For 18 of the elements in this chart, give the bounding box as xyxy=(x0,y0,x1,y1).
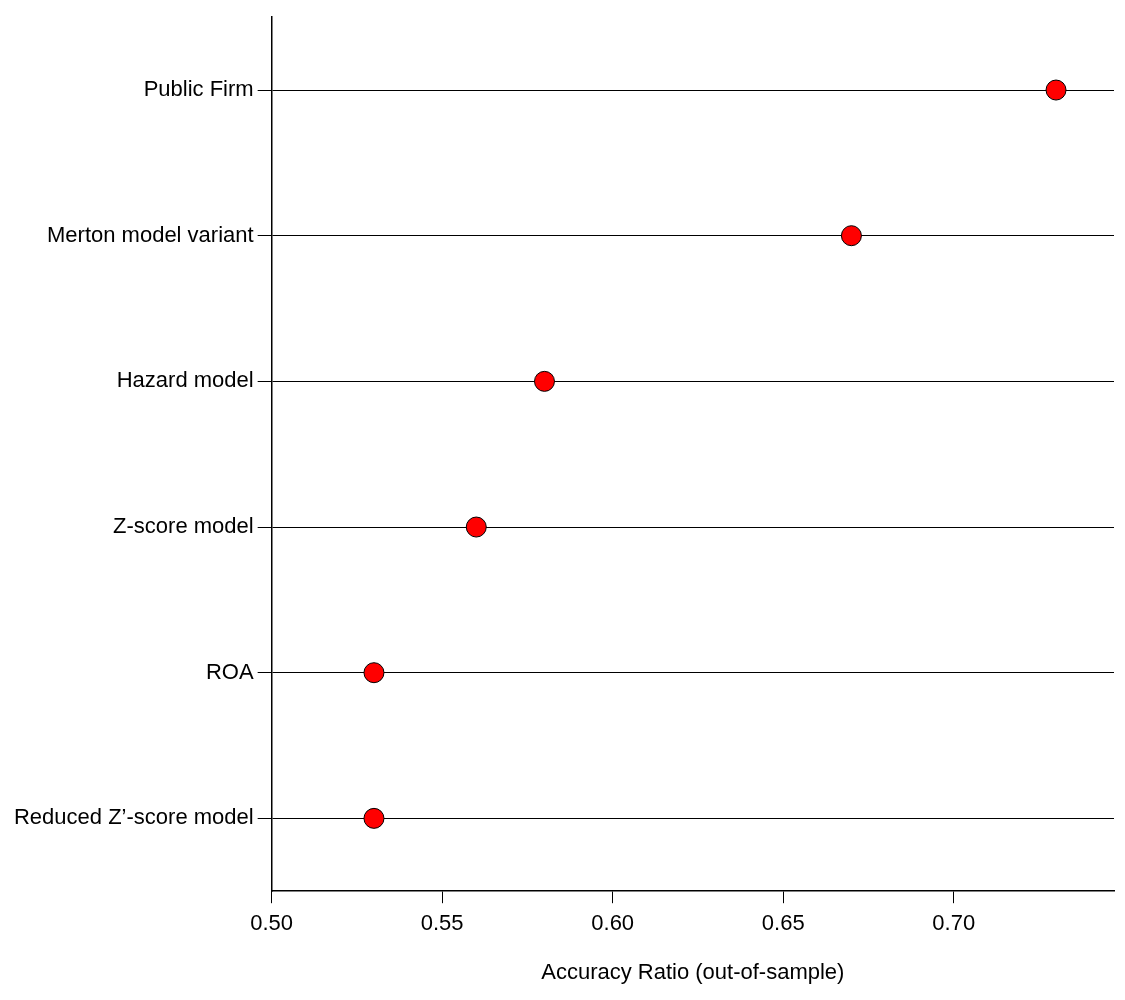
y-tick-label: Z-score model xyxy=(113,513,254,539)
y-tick-label: Merton model variant xyxy=(47,221,254,247)
x-tick-label: 0.60 xyxy=(591,910,635,936)
x-tick-label: 0.55 xyxy=(420,910,464,936)
x-tick-label: 0.65 xyxy=(761,910,805,936)
y-tick-label: Reduced Z’-score model xyxy=(13,804,254,830)
point xyxy=(363,662,385,684)
x-tick-label: 0.50 xyxy=(250,910,294,936)
point xyxy=(840,225,862,247)
y-tick-label: Public Firm xyxy=(143,76,254,102)
point xyxy=(1045,79,1067,101)
y-tick-label: Hazard model xyxy=(116,367,254,393)
point xyxy=(533,370,555,392)
x-tick-label: 0.70 xyxy=(932,910,976,936)
x-axis-title: Accuracy Ratio (out-of-sample) xyxy=(541,958,845,984)
point xyxy=(465,516,487,538)
y-tick-label: ROA xyxy=(205,658,254,684)
point xyxy=(363,807,385,829)
